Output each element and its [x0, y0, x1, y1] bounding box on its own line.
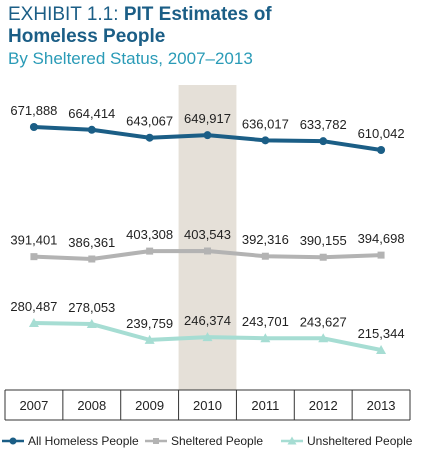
series-1-point	[319, 137, 328, 146]
series-1-point	[203, 131, 212, 140]
data-label: 391,401	[10, 233, 57, 248]
series-2-point	[30, 253, 38, 261]
series-2-point	[204, 247, 211, 255]
data-label: 643,067	[126, 114, 173, 129]
x-tick-label: 2008	[77, 398, 106, 413]
data-label: 633,782	[300, 117, 347, 132]
data-label: 649,917	[184, 111, 231, 126]
data-label: 664,414	[68, 106, 115, 121]
series-2-point	[146, 247, 154, 255]
legend-label-3: Unsheltered People	[307, 434, 413, 448]
series-2-point	[377, 251, 385, 259]
x-tick-label: 2010	[193, 398, 222, 413]
data-label: 671,888	[10, 103, 57, 118]
series-3-point	[144, 334, 155, 344]
title-line-1: EXHIBIT 1.1: PIT Estimates of	[8, 4, 418, 26]
x-tick-label: 2007	[19, 398, 48, 413]
series-3-point	[28, 318, 39, 327]
series-1-point	[87, 125, 96, 134]
series-2-point	[88, 255, 96, 263]
series-3-point	[260, 333, 271, 343]
data-label: 390,155	[300, 233, 347, 248]
legend-marker-1	[9, 437, 17, 445]
data-label: 278,053	[68, 300, 115, 315]
series-3-point	[202, 332, 213, 342]
data-label: 394,698	[358, 231, 405, 246]
chart-subtitle: By Sheltered Status, 2007–2013	[8, 49, 253, 68]
title-main-part1: PIT Estimates of	[123, 4, 272, 25]
data-label: 246,374	[184, 313, 231, 328]
series-2-point	[319, 253, 327, 261]
series-1-point	[377, 146, 386, 154]
data-label: 215,344	[358, 326, 405, 341]
legend-label-1: All Homeless People	[28, 434, 139, 448]
legend-marker-3	[287, 436, 297, 445]
data-label: 243,701	[242, 314, 289, 329]
legend-marker-2	[153, 438, 159, 444]
series-1-point	[261, 136, 270, 145]
x-tick-label: 2009	[135, 398, 164, 413]
exhibit-label: EXHIBIT 1.1:	[8, 4, 119, 25]
chart-title: EXHIBIT 1.1: PIT Estimates of Homeless P…	[8, 4, 418, 70]
series-2-point	[261, 252, 269, 260]
data-label: 243,627	[300, 314, 347, 329]
x-tick-label: 2013	[367, 398, 396, 413]
x-tick-label: 2012	[309, 398, 338, 413]
series-3-point	[376, 345, 387, 354]
series-3-point	[86, 319, 97, 329]
legend-label-2: Sheltered People	[171, 434, 263, 448]
series-3-point	[318, 333, 329, 343]
data-label: 610,042	[358, 126, 405, 141]
data-label: 280,487	[10, 299, 57, 314]
data-label: 403,308	[126, 227, 173, 242]
series-1-point	[29, 123, 38, 131]
data-label: 239,759	[126, 316, 173, 331]
x-tick-label: 2011	[251, 398, 279, 413]
series-1-point	[145, 133, 154, 142]
data-label: 403,543	[184, 227, 231, 242]
data-label: 636,017	[242, 116, 289, 131]
data-label: 392,316	[242, 232, 289, 247]
data-label: 386,361	[68, 235, 115, 250]
title-main-part2: Homeless People	[8, 26, 166, 47]
